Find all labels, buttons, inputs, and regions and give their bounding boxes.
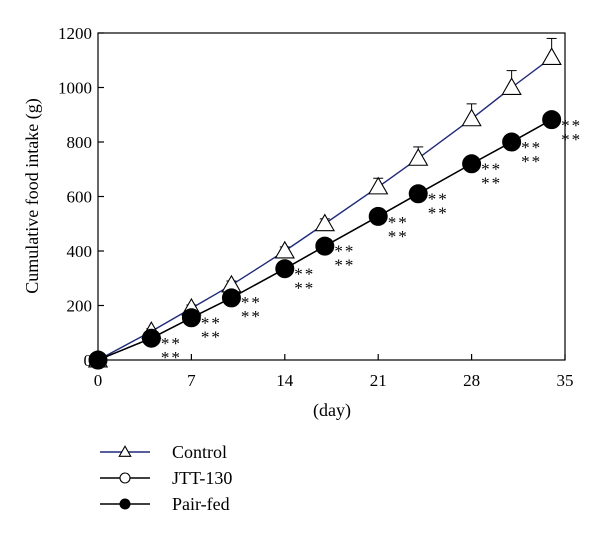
significance-mark: **** <box>161 334 182 367</box>
data-point <box>181 308 201 328</box>
significance-symbol: ** <box>161 348 182 367</box>
x-axis: 0 7 14 21 28 35 <box>94 354 574 390</box>
significance-symbol: ** <box>201 328 222 347</box>
significance-symbol: ** <box>294 279 315 298</box>
y-tick-label: 1200 <box>58 24 92 43</box>
significance-symbol: ** <box>481 174 502 193</box>
significance-symbol: ** <box>481 160 502 179</box>
x-tick-label: 28 <box>463 371 480 390</box>
legend-label: Control <box>172 442 227 462</box>
x-tick-label: 0 <box>94 371 103 390</box>
significance-mark: **** <box>428 190 449 223</box>
data-point <box>368 206 388 226</box>
significance-symbol: ** <box>428 204 449 223</box>
y-tick-label: 600 <box>67 188 93 207</box>
significance-mark: **** <box>241 293 262 326</box>
series-line <box>97 56 553 361</box>
significance-mark: **** <box>294 265 315 298</box>
x-tick-label: 21 <box>370 371 387 390</box>
significance-mark: **** <box>521 138 542 171</box>
series-pair-fed <box>88 110 562 370</box>
plot-frame <box>97 32 566 361</box>
data-point <box>315 236 335 256</box>
significance-symbol: ** <box>241 307 262 326</box>
legend-label: Pair-fed <box>172 494 230 514</box>
data-point <box>501 77 522 95</box>
data-point <box>461 108 482 127</box>
significance-symbol: ** <box>521 138 542 157</box>
x-tick-label: 35 <box>557 371 574 390</box>
y-axis: 0 200 400 600 800 1000 1200 <box>58 24 104 370</box>
legend-marker <box>118 445 132 457</box>
significance-symbol: ** <box>294 265 315 284</box>
legend: Control JTT-130 Pair-fed <box>100 442 232 514</box>
significance-symbol: ** <box>561 116 582 135</box>
x-tick-label: 14 <box>276 371 294 390</box>
data-point <box>542 110 562 130</box>
significance-symbol: ** <box>334 241 355 260</box>
y-tick-label: 800 <box>67 133 93 152</box>
significance-symbol: ** <box>561 130 582 149</box>
legend-marker <box>119 498 131 510</box>
data-point <box>462 154 482 174</box>
data-point <box>141 328 161 348</box>
plot-area <box>97 32 566 361</box>
legend-item-control: Control <box>100 442 227 462</box>
x-tick-label: 7 <box>187 371 196 390</box>
significance-mark: **** <box>201 314 222 347</box>
x-axis-label: (day) <box>313 400 351 421</box>
significance-mark: **** <box>561 116 582 149</box>
legend-marker <box>119 472 131 484</box>
significance-symbol: ** <box>201 314 222 333</box>
legend-item-jtt-130: JTT-130 <box>100 468 232 488</box>
significance-mark: **** <box>388 213 409 246</box>
significance-mark: **** <box>481 160 502 193</box>
significance-symbol: ** <box>388 227 409 246</box>
significance-annotations: **************************************** <box>161 116 582 367</box>
data-point <box>314 213 335 232</box>
data-point <box>502 132 522 152</box>
significance-symbol: ** <box>388 213 409 232</box>
series-layer <box>87 37 562 370</box>
significance-symbol: ** <box>521 152 542 171</box>
y-tick-label: 200 <box>67 297 93 316</box>
significance-symbol: ** <box>334 255 355 274</box>
data-point <box>88 350 108 370</box>
significance-mark: **** <box>334 241 355 274</box>
legend-label: JTT-130 <box>172 468 232 488</box>
data-point <box>408 184 428 204</box>
data-point <box>274 240 295 259</box>
significance-symbol: ** <box>241 293 262 312</box>
data-point <box>408 148 429 166</box>
y-axis-label: Cumulative food intake (g) <box>22 98 43 293</box>
data-point <box>275 259 295 279</box>
y-tick-label: 0 <box>84 351 93 370</box>
data-point <box>541 47 562 65</box>
y-tick-label: 400 <box>67 242 93 261</box>
series-control <box>87 37 562 368</box>
significance-symbol: ** <box>161 334 182 353</box>
data-point <box>368 176 389 195</box>
legend-item-pair-fed: Pair-fed <box>100 494 230 514</box>
significance-symbol: ** <box>428 190 449 209</box>
y-tick-label: 1000 <box>58 79 92 98</box>
data-point <box>221 288 241 308</box>
